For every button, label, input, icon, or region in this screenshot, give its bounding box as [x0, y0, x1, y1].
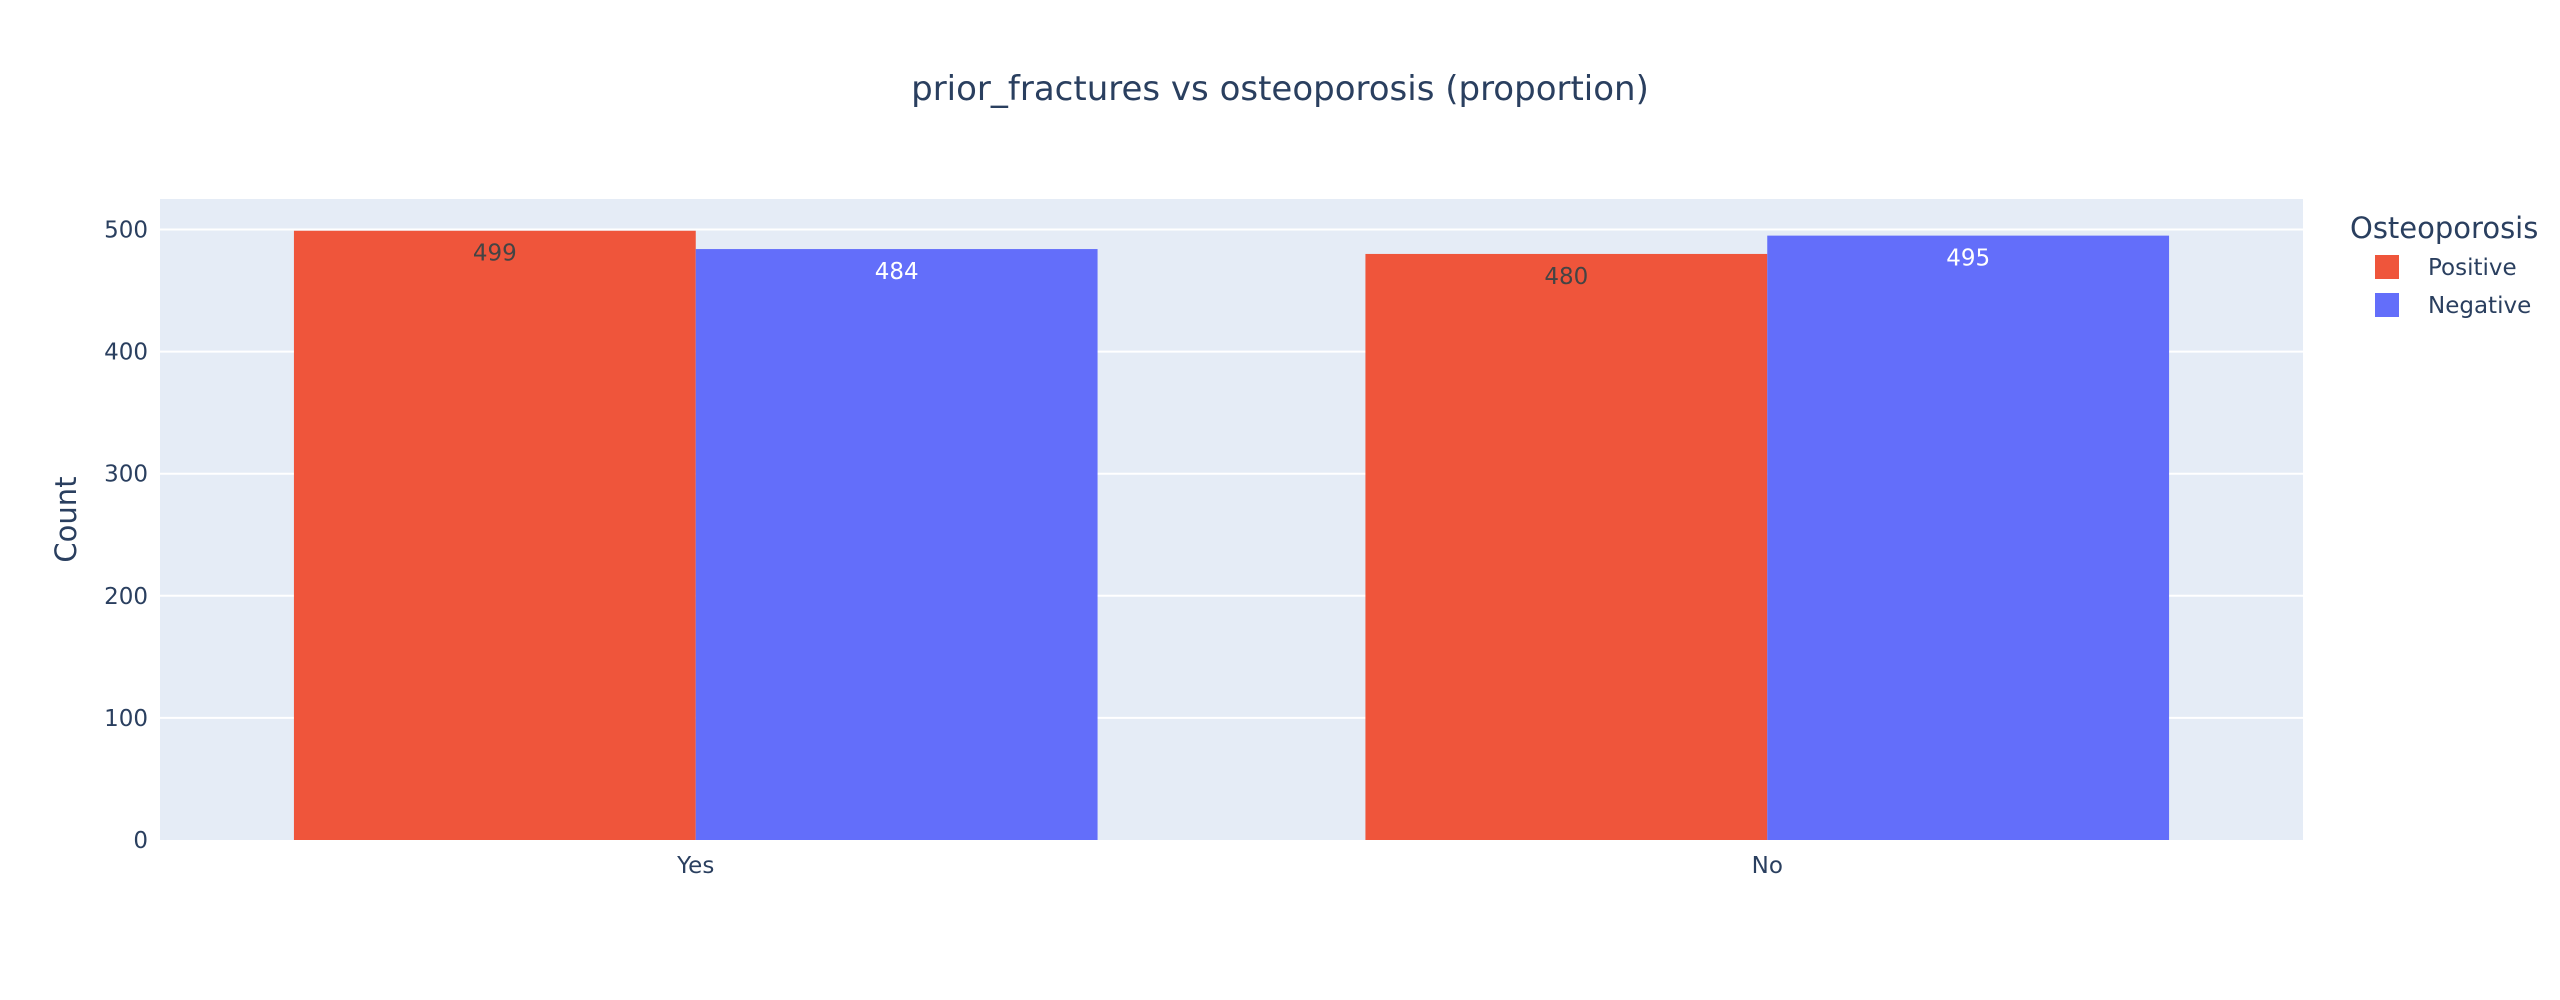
- y-tick-label: 100: [104, 706, 148, 732]
- bar-positive-no[interactable]: [1365, 253, 1768, 840]
- legend: Osteoporosis Positive Negative: [2350, 211, 2538, 319]
- bar-value-label: 484: [875, 259, 919, 285]
- legend-label-negative[interactable]: Negative: [2428, 293, 2531, 319]
- chart-title: prior_fractures vs osteoporosis (proport…: [911, 69, 1649, 109]
- y-axis-ticks: 0 100 200 300 400 500: [104, 218, 148, 854]
- y-tick-label: 200: [104, 584, 148, 610]
- bar-value-label: 499: [473, 241, 517, 267]
- bar-value-label: 480: [1544, 264, 1588, 290]
- x-tick-label: No: [1752, 853, 1783, 879]
- x-tick-label: Yes: [676, 853, 714, 879]
- legend-label-positive[interactable]: Positive: [2428, 255, 2517, 281]
- y-tick-label: 400: [104, 340, 148, 366]
- bars: [293, 230, 2170, 841]
- x-axis-ticks: Yes No: [676, 853, 1783, 879]
- y-tick-label: 300: [104, 462, 148, 488]
- legend-items: Positive Negative: [2375, 255, 2531, 319]
- y-tick-label: 500: [104, 218, 148, 244]
- bar-value-label: 495: [1946, 246, 1990, 272]
- bar-labels: 499 484 480 495: [473, 241, 1990, 290]
- bar-positive-yes[interactable]: [293, 230, 696, 841]
- bar-negative-yes[interactable]: [695, 249, 1098, 840]
- bar-negative-no[interactable]: [1767, 235, 2170, 841]
- y-tick-label: 0: [133, 828, 148, 854]
- legend-swatch-positive[interactable]: [2375, 255, 2399, 279]
- legend-swatch-negative[interactable]: [2375, 293, 2399, 317]
- y-axis-title: Count: [49, 476, 83, 562]
- legend-title: Osteoporosis: [2350, 211, 2538, 245]
